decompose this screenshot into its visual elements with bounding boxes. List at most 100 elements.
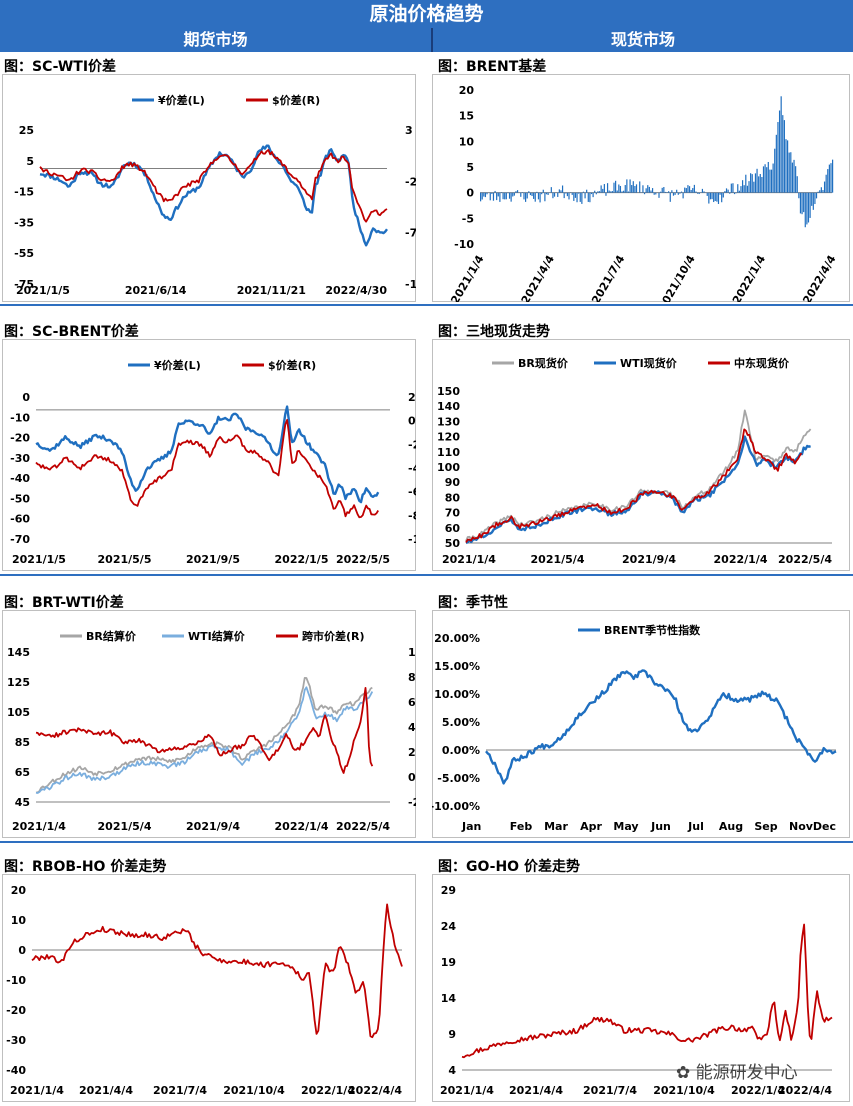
x-tick-label: 2021/10/4 [653, 1084, 715, 1097]
bar [480, 193, 481, 202]
bar [546, 193, 547, 195]
y-tick-label: 90 [445, 476, 461, 489]
bar [773, 164, 774, 193]
bar [763, 166, 764, 192]
bar [665, 192, 666, 193]
y2-tick-label: -2 [405, 175, 416, 188]
chart-frame [3, 611, 416, 838]
bar [654, 193, 655, 195]
bar [503, 193, 504, 200]
bar [496, 193, 497, 200]
bar [689, 186, 690, 192]
x-tick-label: May [613, 820, 638, 833]
bar [819, 190, 820, 192]
bar [572, 193, 573, 195]
futures-header: 期货市场 [0, 28, 431, 52]
bar [594, 191, 595, 193]
chart-title-sc-wti: 图：SC-WTI价差 [4, 56, 116, 76]
bar [663, 187, 664, 193]
x-tick-label: Dec [813, 820, 836, 833]
bar [813, 193, 814, 210]
bar [612, 191, 613, 193]
bar [681, 192, 682, 193]
watermark: ✿ 能源研发中心 [676, 1058, 798, 1083]
bar [512, 193, 513, 197]
bar [589, 193, 590, 203]
y2-tick-label: 0 [408, 415, 416, 428]
bar [755, 173, 756, 192]
bar [674, 193, 675, 195]
x-tick-label: 2021/10/4 [223, 1084, 285, 1097]
x-tick-label: 2021/1/4 [10, 1084, 64, 1097]
bar [567, 193, 568, 196]
bar [650, 191, 651, 193]
bar [719, 193, 720, 195]
bar [710, 193, 711, 200]
bar [792, 163, 793, 193]
y-tick-label: -50 [10, 492, 30, 505]
bar [538, 193, 539, 200]
row-divider-3 [0, 841, 853, 843]
bar [525, 193, 526, 202]
bar [718, 193, 719, 204]
bar [678, 193, 679, 195]
x-tick-label: 2021/1/5 [16, 284, 70, 297]
bar [764, 164, 765, 192]
bar [633, 181, 634, 192]
bar [758, 176, 759, 192]
bar [605, 193, 606, 196]
bar [666, 192, 667, 193]
y-tick-label: -5.00% [437, 772, 480, 785]
bar [617, 190, 618, 192]
x-tick-label: 2021/4/4 [79, 1084, 133, 1097]
y-tick-label: -35 [14, 216, 34, 229]
bar [520, 193, 521, 197]
y-tick-label: 105 [7, 706, 30, 719]
bar [716, 193, 717, 202]
bar [684, 188, 685, 193]
y-tick-label: -10.00% [432, 800, 480, 813]
chart-title-rbob-ho: 图：RBOB-HO 价差走势 [4, 856, 166, 876]
bar [694, 185, 695, 193]
y2-tick-label: 2 [408, 391, 416, 404]
bar [486, 193, 487, 195]
bar [580, 193, 581, 202]
y-tick-label: 5 [466, 161, 474, 174]
y-tick-label: 0 [18, 944, 26, 957]
x-tick-label: 2021/5/5 [98, 553, 152, 566]
bar [801, 193, 802, 215]
y-tick-label: 0.00% [442, 744, 480, 757]
bar [745, 175, 746, 193]
bar [586, 190, 587, 193]
x-tick-label: 2022/1/4 [275, 820, 329, 833]
bar [609, 191, 610, 193]
bar [501, 192, 502, 193]
y-tick-label: -15 [14, 186, 34, 199]
bar [599, 191, 600, 192]
bar [803, 193, 804, 212]
bar [560, 190, 561, 192]
bar [768, 162, 769, 193]
bar [509, 193, 510, 199]
y2-tick-label: 4 [408, 721, 416, 734]
bar [559, 189, 560, 192]
y-tick-label: 140 [437, 400, 460, 413]
bar [676, 190, 677, 193]
y2-tick-label: 0 [408, 771, 416, 784]
bar [771, 170, 772, 193]
bar [695, 192, 696, 193]
y-tick-label: 4 [448, 1064, 456, 1077]
x-tick-label: 2021/9/5 [186, 553, 240, 566]
bar [781, 96, 782, 192]
bar [805, 193, 806, 228]
chart-title-sc-brent: 图：SC-BRENT价差 [4, 321, 139, 341]
bar [625, 185, 626, 193]
x-tick-label: 2021/1/4 [12, 820, 66, 833]
bar [811, 193, 812, 206]
y-tick-label: 100 [437, 461, 460, 474]
bar [578, 193, 579, 194]
x-tick-label: 2021/7/4 [153, 1084, 207, 1097]
